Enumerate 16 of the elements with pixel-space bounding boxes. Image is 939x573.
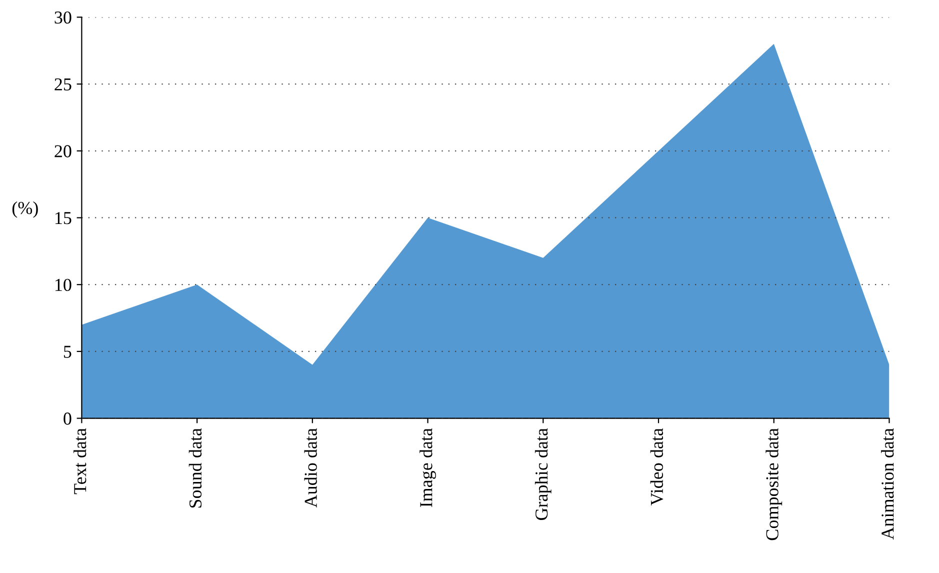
- x-tick-label: Text data: [74, 428, 86, 494]
- y-tick-label: 25: [54, 78, 72, 90]
- x-tick-label: Image data: [420, 428, 436, 508]
- x-tick-label: Graphic data: [534, 428, 552, 520]
- y-tick-label: 10: [56, 278, 72, 292]
- x-tick-label: Sound data: [188, 428, 202, 508]
- y-tick-label: 5: [64, 346, 72, 358]
- y-tick-label: 30: [54, 11, 72, 24]
- x-tick-label: Composite data: [766, 428, 782, 540]
- y-tick-label: 15: [56, 212, 72, 224]
- y-tick-label: 0: [64, 412, 72, 425]
- x-tick-label: Video data: [650, 428, 664, 506]
- y-axis-title: (%): [12, 201, 38, 218]
- x-tick-label: Audio data: [304, 428, 317, 508]
- x-tick-label: Animation data: [881, 428, 894, 540]
- y-tick-label: 20: [54, 145, 72, 158]
